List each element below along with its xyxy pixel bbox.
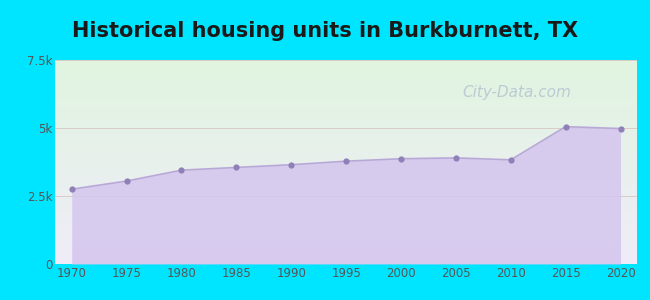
Text: City-Data.com: City-Data.com	[462, 85, 571, 100]
Text: Historical housing units in Burkburnett, TX: Historical housing units in Burkburnett,…	[72, 21, 578, 41]
